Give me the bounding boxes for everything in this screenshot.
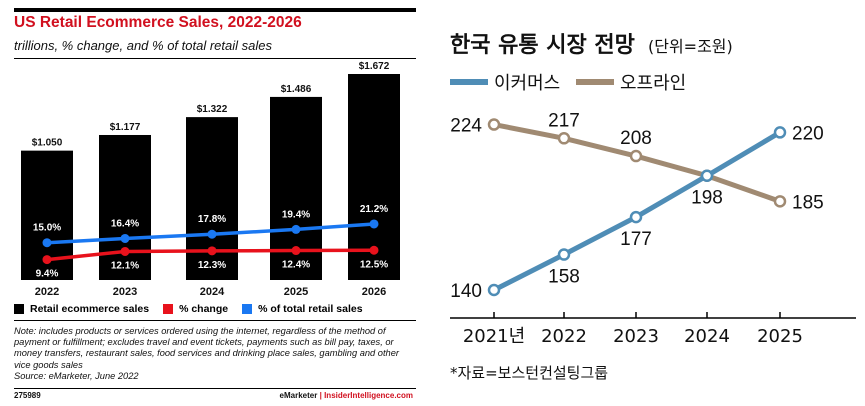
chart-note: Note: includes products or services orde… <box>14 326 414 382</box>
x-tick-label-3: 2024 <box>684 326 730 347</box>
legend-label-change: % change <box>179 303 229 315</box>
chart-title: US Retail Ecommerce Sales, 2022-2026 <box>14 14 302 31</box>
bar-label-2022: $1.050 <box>32 138 63 149</box>
bar-2024 <box>186 117 238 280</box>
ecommerce-point-2 <box>629 210 643 224</box>
us-ecommerce-chart: $1.050 2022 $1.177 2023 $1.322 2024 $1.486 2025… <box>21 61 400 298</box>
ecommerce-label-4: 220 <box>792 123 824 144</box>
bar-2026 <box>348 74 400 280</box>
change-point-2023 <box>120 246 130 256</box>
footer-brand: eMarketer | InsiderIntelligence.com <box>280 391 413 400</box>
ecommerce-label-1: 158 <box>548 267 580 288</box>
x-tick-label-4: 2025 <box>757 326 803 347</box>
share-point-2022 <box>42 238 52 248</box>
x-tick-2026: 2026 <box>362 286 386 298</box>
bar-label-2023: $1.177 <box>110 122 141 133</box>
chart-subtitle: trillions, % change, and % of total reta… <box>14 38 272 53</box>
change-label-2025: 12.4% <box>282 260 310 271</box>
share-point-2023 <box>120 233 130 243</box>
change-point-2022 <box>42 255 52 265</box>
share-point-2024 <box>207 229 217 239</box>
x-tick-label-0: 2021년 <box>463 326 525 347</box>
legend-item-sales: Retail ecommerce sales <box>14 303 149 315</box>
source-kr: *자료=보스턴컨설팅그룹 <box>450 364 608 382</box>
legend-label-sales: Retail ecommerce sales <box>30 303 150 315</box>
brand-emarketer: eMarketer <box>279 391 318 400</box>
legend-divider <box>14 320 416 321</box>
change-label-2022: 9.4% <box>36 269 59 280</box>
top-rule <box>14 8 416 12</box>
legend-item-share: % of total retail sales <box>242 303 363 315</box>
x-tick-2024: 2024 <box>200 286 225 298</box>
bar-label-2024: $1.322 <box>197 104 228 115</box>
legend-label-share: % of total retail sales <box>258 303 363 315</box>
x-tick-label-2: 2023 <box>613 326 659 347</box>
offline-point-4 <box>773 195 787 208</box>
share-label-2022: 15.0% <box>33 223 61 234</box>
x-tick-2022: 2022 <box>35 286 59 298</box>
change-label-2026: 12.5% <box>360 259 388 270</box>
ecommerce-label-3: 198 <box>691 188 723 209</box>
change-label-2024: 12.3% <box>198 260 226 271</box>
change-point-2025 <box>291 246 301 256</box>
share-label-2026: 21.2% <box>360 204 388 215</box>
ecommerce-point-1 <box>557 248 571 261</box>
chart-legend: Retail ecommerce sales % change % of tot… <box>14 303 377 315</box>
offline-label-0: 224 <box>450 116 482 137</box>
ecommerce-label-0: 140 <box>450 281 482 302</box>
x-tick-2025: 2025 <box>284 286 308 298</box>
change-point-2026 <box>369 245 379 255</box>
brand-insider: InsiderIntelligence.com <box>324 391 413 400</box>
share-label-2023: 16.4% <box>111 218 139 229</box>
legend-swatch-share <box>242 304 253 314</box>
offline-label-4: 185 <box>792 192 824 213</box>
x-tick-label-1: 2022 <box>541 326 587 347</box>
legend-item-change: % change <box>163 303 228 315</box>
share-label-2025: 19.4% <box>282 209 310 220</box>
chart-title-kr: 한국 유통 시장 전망 <box>450 33 635 58</box>
legend-label-ecommerce: 이커머스 <box>494 73 560 94</box>
change-label-2023: 12.1% <box>111 260 139 271</box>
offline-point-0 <box>487 118 501 131</box>
legend-swatch-sales <box>14 304 24 314</box>
bar-label-2026: $1.672 <box>359 61 390 72</box>
x-tick-2023: 2023 <box>113 286 137 298</box>
legend-label-offline: 오프라인 <box>620 73 686 94</box>
bar-2023 <box>99 134 151 280</box>
us-ecommerce-chart-panel: US Retail Ecommerce Sales, 2022-2026 tri… <box>0 0 425 406</box>
legend-swatch-change <box>163 304 174 314</box>
offline-label-1: 217 <box>548 110 580 131</box>
share-label-2024: 17.8% <box>198 214 226 225</box>
share-point-2025 <box>291 224 301 234</box>
offline-label-2: 208 <box>620 128 652 149</box>
korea-retail-chart: 한국 유통 시장 전망 (단위=조원) 이커머스 오프라인 *자료=보스턴컨설팅… <box>450 33 856 382</box>
change-point-2024 <box>207 246 217 256</box>
ecommerce-point-3 <box>700 169 714 182</box>
offline-point-1 <box>557 132 571 145</box>
brand-separator: | <box>319 391 322 400</box>
note-text: Note: includes products or services orde… <box>14 326 399 370</box>
chart-unit-kr: (단위=조원) <box>648 37 733 56</box>
korea-retail-chart-panel: 한국 유통 시장 전망 (단위=조원) 이커머스 오프라인 *자료=보스턴컨설팅… <box>436 0 865 406</box>
title-divider <box>14 58 416 59</box>
bar-label-2025: $1.486 <box>281 84 312 95</box>
source-text: Source: eMarketer, June 2022 <box>14 370 139 381</box>
ecommerce-point-4 <box>773 126 787 139</box>
offline-point-2 <box>629 149 643 163</box>
ecommerce-label-2: 177 <box>620 229 652 250</box>
chart-id: 275989 <box>14 391 41 400</box>
footer-divider <box>14 388 416 389</box>
share-point-2026 <box>369 219 379 229</box>
ecommerce-point-0 <box>487 283 501 297</box>
